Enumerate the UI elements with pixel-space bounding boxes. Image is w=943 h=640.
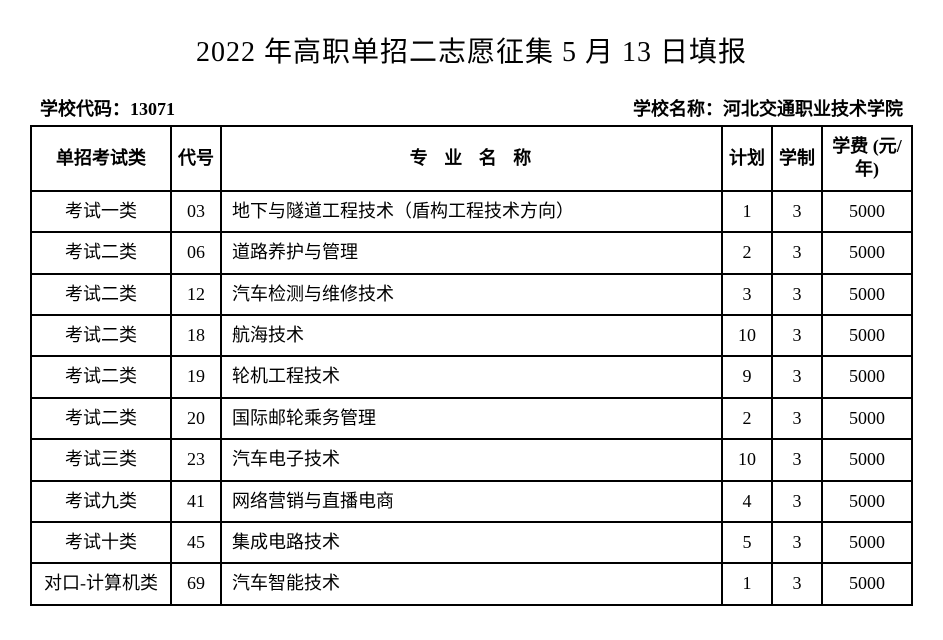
school-name-value: 河北交通职业技术学院 <box>723 99 903 119</box>
table-row: 考试二类19轮机工程技术935000 <box>31 356 912 397</box>
cell-tuition: 5000 <box>822 481 912 522</box>
cell-tuition: 5000 <box>822 563 912 604</box>
cell-exam-type: 考试二类 <box>31 398 171 439</box>
cell-plan: 5 <box>722 522 772 563</box>
cell-tuition: 5000 <box>822 274 912 315</box>
cell-major-name: 汽车检测与维修技术 <box>221 274 722 315</box>
cell-tuition: 5000 <box>822 398 912 439</box>
cell-plan: 9 <box>722 356 772 397</box>
cell-duration: 3 <box>772 356 822 397</box>
cell-plan: 1 <box>722 191 772 232</box>
table-row: 考试二类20国际邮轮乘务管理235000 <box>31 398 912 439</box>
cell-plan: 2 <box>722 232 772 273</box>
school-name-block: 学校名称：河北交通职业技术学院 <box>633 95 903 121</box>
th-plan: 计划 <box>722 126 772 191</box>
table-row: 考试九类41网络营销与直播电商435000 <box>31 481 912 522</box>
cell-duration: 3 <box>772 274 822 315</box>
cell-major-name: 汽车电子技术 <box>221 439 722 480</box>
table-row: 考试三类23汽车电子技术1035000 <box>31 439 912 480</box>
cell-tuition: 5000 <box>822 356 912 397</box>
table-header-row: 单招考试类 代号 专 业 名 称 计划 学制 学费 (元/年) <box>31 126 912 191</box>
cell-major-name: 道路养护与管理 <box>221 232 722 273</box>
cell-code: 45 <box>171 522 221 563</box>
cell-major-name: 国际邮轮乘务管理 <box>221 398 722 439</box>
cell-major-name: 汽车智能技术 <box>221 563 722 604</box>
cell-tuition: 5000 <box>822 315 912 356</box>
cell-code: 03 <box>171 191 221 232</box>
cell-duration: 3 <box>772 563 822 604</box>
cell-plan: 10 <box>722 439 772 480</box>
school-code-label: 学校代码： <box>40 99 130 119</box>
table-row: 考试二类12汽车检测与维修技术335000 <box>31 274 912 315</box>
cell-code: 41 <box>171 481 221 522</box>
table-row: 考试二类18航海技术1035000 <box>31 315 912 356</box>
cell-code: 23 <box>171 439 221 480</box>
cell-duration: 3 <box>772 522 822 563</box>
th-major-name: 专 业 名 称 <box>221 126 722 191</box>
cell-exam-type: 对口-计算机类 <box>31 563 171 604</box>
table-row: 对口-计算机类69汽车智能技术135000 <box>31 563 912 604</box>
cell-duration: 3 <box>772 398 822 439</box>
cell-plan: 2 <box>722 398 772 439</box>
cell-major-name: 网络营销与直播电商 <box>221 481 722 522</box>
cell-duration: 3 <box>772 315 822 356</box>
table-body: 考试一类03地下与隧道工程技术（盾构工程技术方向）135000考试二类06道路养… <box>31 191 912 605</box>
cell-exam-type: 考试二类 <box>31 315 171 356</box>
cell-plan: 4 <box>722 481 772 522</box>
cell-plan: 1 <box>722 563 772 604</box>
school-name-label: 学校名称： <box>633 99 723 119</box>
majors-table: 单招考试类 代号 专 业 名 称 计划 学制 学费 (元/年) 考试一类03地下… <box>30 125 913 606</box>
cell-code: 12 <box>171 274 221 315</box>
th-duration: 学制 <box>772 126 822 191</box>
th-exam-type: 单招考试类 <box>31 126 171 191</box>
cell-tuition: 5000 <box>822 191 912 232</box>
cell-exam-type: 考试二类 <box>31 232 171 273</box>
cell-major-name: 集成电路技术 <box>221 522 722 563</box>
school-code-block: 学校代码：13071 <box>40 95 175 121</box>
table-row: 考试一类03地下与隧道工程技术（盾构工程技术方向）135000 <box>31 191 912 232</box>
table-row: 考试十类45集成电路技术535000 <box>31 522 912 563</box>
cell-tuition: 5000 <box>822 439 912 480</box>
school-code-value: 13071 <box>130 99 175 119</box>
cell-duration: 3 <box>772 481 822 522</box>
cell-code: 19 <box>171 356 221 397</box>
cell-duration: 3 <box>772 232 822 273</box>
cell-code: 06 <box>171 232 221 273</box>
cell-major-name: 航海技术 <box>221 315 722 356</box>
cell-plan: 10 <box>722 315 772 356</box>
th-code: 代号 <box>171 126 221 191</box>
cell-duration: 3 <box>772 191 822 232</box>
cell-code: 69 <box>171 563 221 604</box>
cell-exam-type: 考试一类 <box>31 191 171 232</box>
cell-exam-type: 考试二类 <box>31 356 171 397</box>
cell-major-name: 轮机工程技术 <box>221 356 722 397</box>
cell-tuition: 5000 <box>822 232 912 273</box>
cell-duration: 3 <box>772 439 822 480</box>
school-info-row: 学校代码：13071 学校名称：河北交通职业技术学院 <box>40 95 903 121</box>
cell-code: 18 <box>171 315 221 356</box>
cell-plan: 3 <box>722 274 772 315</box>
cell-code: 20 <box>171 398 221 439</box>
page-title: 2022 年高职单招二志愿征集 5 月 13 日填报 <box>30 30 913 70</box>
cell-exam-type: 考试二类 <box>31 274 171 315</box>
cell-exam-type: 考试三类 <box>31 439 171 480</box>
table-row: 考试二类06道路养护与管理235000 <box>31 232 912 273</box>
th-tuition: 学费 (元/年) <box>822 126 912 191</box>
cell-major-name: 地下与隧道工程技术（盾构工程技术方向） <box>221 191 722 232</box>
cell-exam-type: 考试十类 <box>31 522 171 563</box>
cell-tuition: 5000 <box>822 522 912 563</box>
cell-exam-type: 考试九类 <box>31 481 171 522</box>
